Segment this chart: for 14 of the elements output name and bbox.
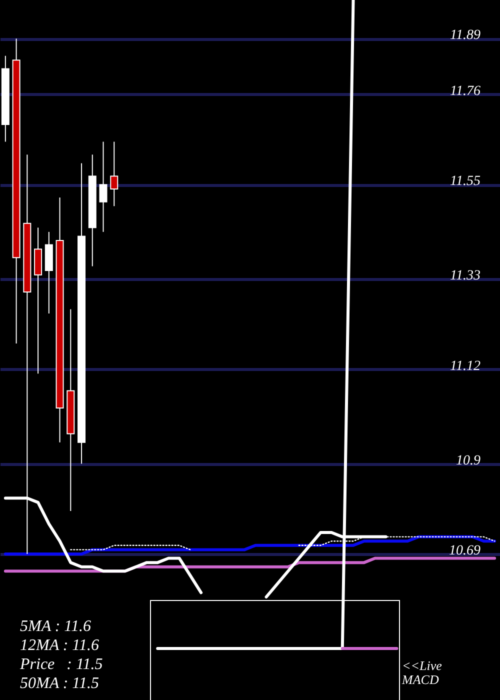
y-tick-label: 11.76: [450, 84, 480, 99]
y-tick-label: 11.33: [450, 268, 480, 284]
candlestick: [110, 141, 118, 207]
annotation: Price : 11.5: [20, 655, 103, 674]
y-tick-label: 10.9: [456, 453, 480, 468]
annotation: <<Live MACD: [402, 658, 443, 687]
y-tick-label: 11.12: [450, 358, 480, 374]
annotation: 5MA : 11.6: [20, 617, 91, 636]
annotation: 50MA : 11.5: [20, 674, 99, 693]
candlestick: [99, 141, 108, 232]
y-tick-label: 11.55: [450, 174, 480, 190]
y-tick-label: 11.89: [450, 28, 480, 44]
annotation: 12MA : 11.6: [20, 636, 99, 655]
y-tick-label: 10.69: [449, 543, 480, 558]
